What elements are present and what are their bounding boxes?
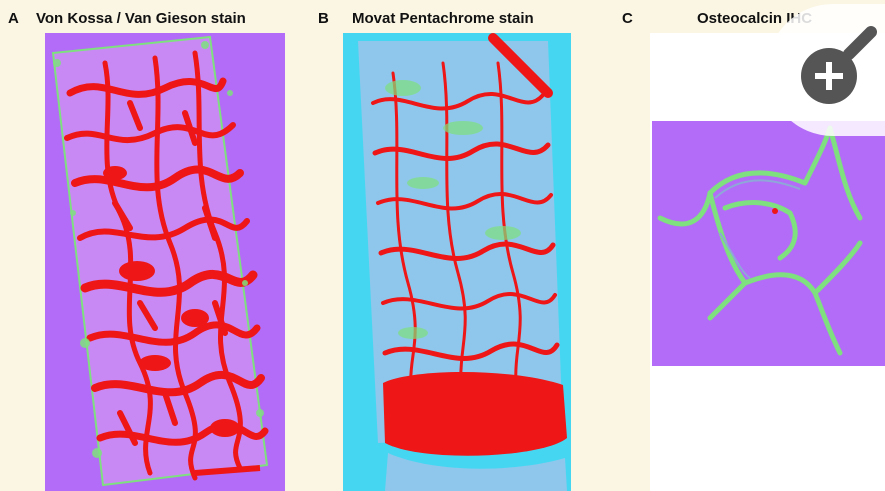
zoom-in-button[interactable] bbox=[767, 4, 885, 136]
panel-a-title: Von Kossa / Van Gieson stain bbox=[36, 10, 246, 27]
panel-c-letter: C bbox=[622, 10, 633, 27]
panel-b-letter: B bbox=[318, 10, 329, 27]
panel-c-title: Osteocalcin IHC bbox=[697, 10, 813, 27]
panel-c-image bbox=[650, 33, 885, 491]
magnifier-plus-icon bbox=[801, 26, 877, 104]
panel-a-letter: A bbox=[8, 10, 19, 27]
panel-b-title: Movat Pentachrome stain bbox=[352, 10, 534, 27]
panel-a-image bbox=[45, 33, 285, 491]
panel-b-image bbox=[343, 33, 571, 491]
